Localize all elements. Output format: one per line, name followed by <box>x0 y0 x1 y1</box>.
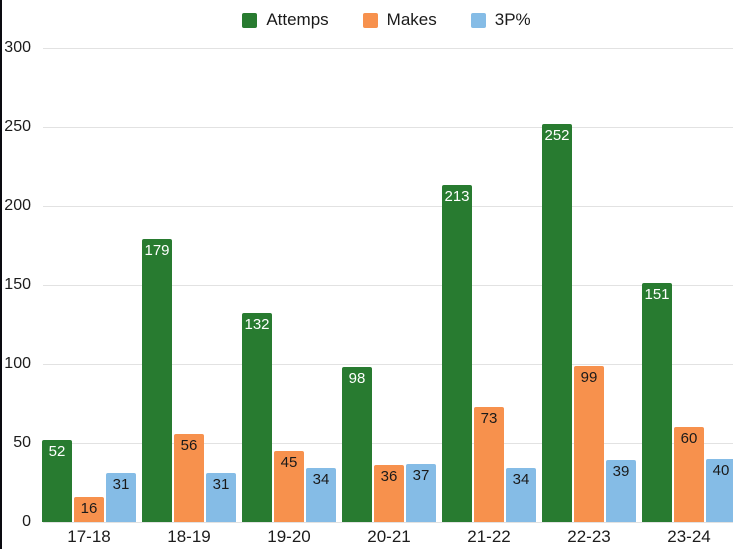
x-axis-tick-17-18: 17-18 <box>67 527 111 546</box>
y-axis-tick-0: 0 <box>22 513 31 530</box>
legend-label: Attemps <box>266 10 329 29</box>
bar-3p--19-20 <box>306 468 336 522</box>
legend-swatch-attemps <box>242 12 258 28</box>
bar-makes-20-21 <box>374 465 404 522</box>
x-axis-tick-19-20: 19-20 <box>267 527 311 546</box>
legend-label: Makes <box>386 10 437 29</box>
gridline-200 <box>43 206 733 207</box>
bar-attemps-23-24 <box>642 283 672 522</box>
bar-3p--22-23 <box>606 460 636 522</box>
gridline-50 <box>43 443 733 444</box>
x-axis-tick-20-21: 20-21 <box>367 527 411 546</box>
bar-attemps-17-18 <box>42 439 72 522</box>
gridline-0 <box>43 522 733 523</box>
legend-item-attemps[interactable]: Attemps <box>242 10 329 30</box>
bar-attemps-22-23 <box>542 123 572 522</box>
gridline-300 <box>43 48 733 49</box>
bar-3p--21-22 <box>506 468 536 522</box>
bar-attemps-20-21 <box>342 367 372 522</box>
bar-3p--17-18 <box>106 473 136 522</box>
y-axis-tick-50: 50 <box>13 434 31 451</box>
x-axis-tick-23-24: 23-24 <box>667 527 711 546</box>
y-axis-tick-200: 200 <box>4 197 31 214</box>
legend-label: 3P% <box>494 10 531 29</box>
bar-3p--23-24 <box>706 458 733 522</box>
bar-attemps-19-20 <box>242 313 272 522</box>
bar-makes-17-18 <box>74 496 104 522</box>
bar-attemps-21-22 <box>442 185 472 522</box>
legend-item-3p-[interactable]: 3P% <box>470 10 531 30</box>
bar-makes-23-24 <box>674 427 704 522</box>
legend-swatch-makes <box>362 12 378 28</box>
legend-item-makes[interactable]: Makes <box>362 10 437 30</box>
y-axis-tick-300: 300 <box>4 39 31 56</box>
bar-makes-18-19 <box>174 433 204 522</box>
gridline-100 <box>43 364 733 365</box>
bar-makes-19-20 <box>274 450 304 522</box>
bar-makes-22-23 <box>574 365 604 522</box>
bar-attemps-18-19 <box>142 239 172 522</box>
y-axis-tick-150: 150 <box>4 276 31 293</box>
bar-makes-21-22 <box>474 406 504 522</box>
y-axis-tick-250: 250 <box>4 118 31 135</box>
y-axis-tick-100: 100 <box>4 355 31 372</box>
chart-legend: Attemps Makes 3P% <box>0 8 733 32</box>
window-left-border <box>0 0 2 549</box>
x-axis-tick-22-23: 22-23 <box>567 527 611 546</box>
legend-swatch-3p- <box>470 12 486 28</box>
gridline-150 <box>43 285 733 286</box>
bar-3p--18-19 <box>206 473 236 522</box>
bar-3p--20-21 <box>406 463 436 522</box>
x-axis-tick-18-19: 18-19 <box>167 527 211 546</box>
gridline-250 <box>43 127 733 128</box>
x-axis-tick-21-22: 21-22 <box>467 527 511 546</box>
